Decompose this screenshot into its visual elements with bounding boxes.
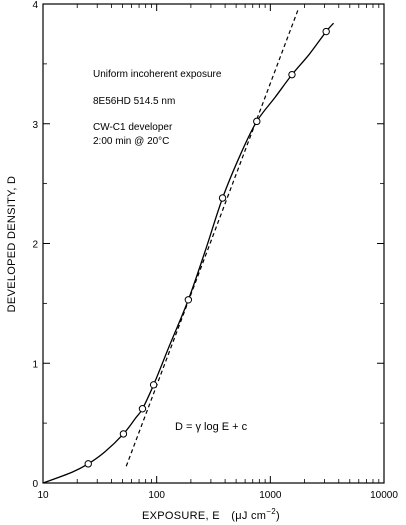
x-tick-label: 100 — [148, 490, 165, 501]
annotation-developer: CW-C1 developer — [93, 122, 173, 133]
gamma-fit-line — [125, 9, 299, 467]
data-point — [84, 460, 92, 468]
series-layer — [42, 9, 335, 484]
x-tick-label: 10000 — [370, 490, 398, 501]
annotation-exposure: Uniform incoherent exposure — [93, 69, 222, 80]
x-axis-title-exponent: −2 — [266, 507, 276, 516]
equation-left: D = — [175, 421, 195, 433]
data-point — [119, 430, 128, 438]
y-tick-label: 3 — [32, 120, 38, 131]
annotation-block: Uniform incoherent exposure 8E56HD 514.5… — [93, 69, 222, 147]
x-axis-title: EXPOSURE, E (μJ cm−2) — [142, 507, 280, 522]
x-axis-title-unit: (μJ cm — [231, 510, 266, 522]
equation-label: D = γ log E + c — [175, 421, 248, 433]
y-tick-label: 0 — [32, 479, 38, 490]
data-point — [288, 70, 296, 79]
equation-gamma: γ — [195, 421, 201, 433]
data-point — [253, 117, 261, 126]
y-tick-label: 4 — [32, 0, 38, 11]
y-tick-label: 2 — [32, 240, 38, 251]
x-axis-title-close: ) — [276, 510, 280, 522]
data-point — [149, 381, 158, 389]
tick-labels: 10 100 1000 10000 0 1 2 3 4 — [32, 0, 398, 501]
x-tick-label: 10 — [37, 490, 49, 501]
data-point — [138, 405, 147, 413]
data-point — [322, 27, 330, 36]
x-tick-label: 1000 — [259, 490, 282, 501]
data-point — [218, 194, 227, 202]
axis-ticks — [42, 3, 385, 484]
fitted-curve — [42, 22, 335, 484]
annotation-film: 8E56HD 514.5 nm — [93, 96, 175, 107]
equation-right: log E + c — [201, 421, 248, 433]
data-point — [184, 296, 193, 304]
annotation-time-temp: 2:00 min @ 20°C — [93, 136, 169, 147]
x-axis-title-main: EXPOSURE, E — [142, 510, 220, 522]
y-tick-label: 1 — [32, 359, 38, 370]
y-axis-title: DEVELOPED DENSITY, D — [6, 176, 18, 313]
